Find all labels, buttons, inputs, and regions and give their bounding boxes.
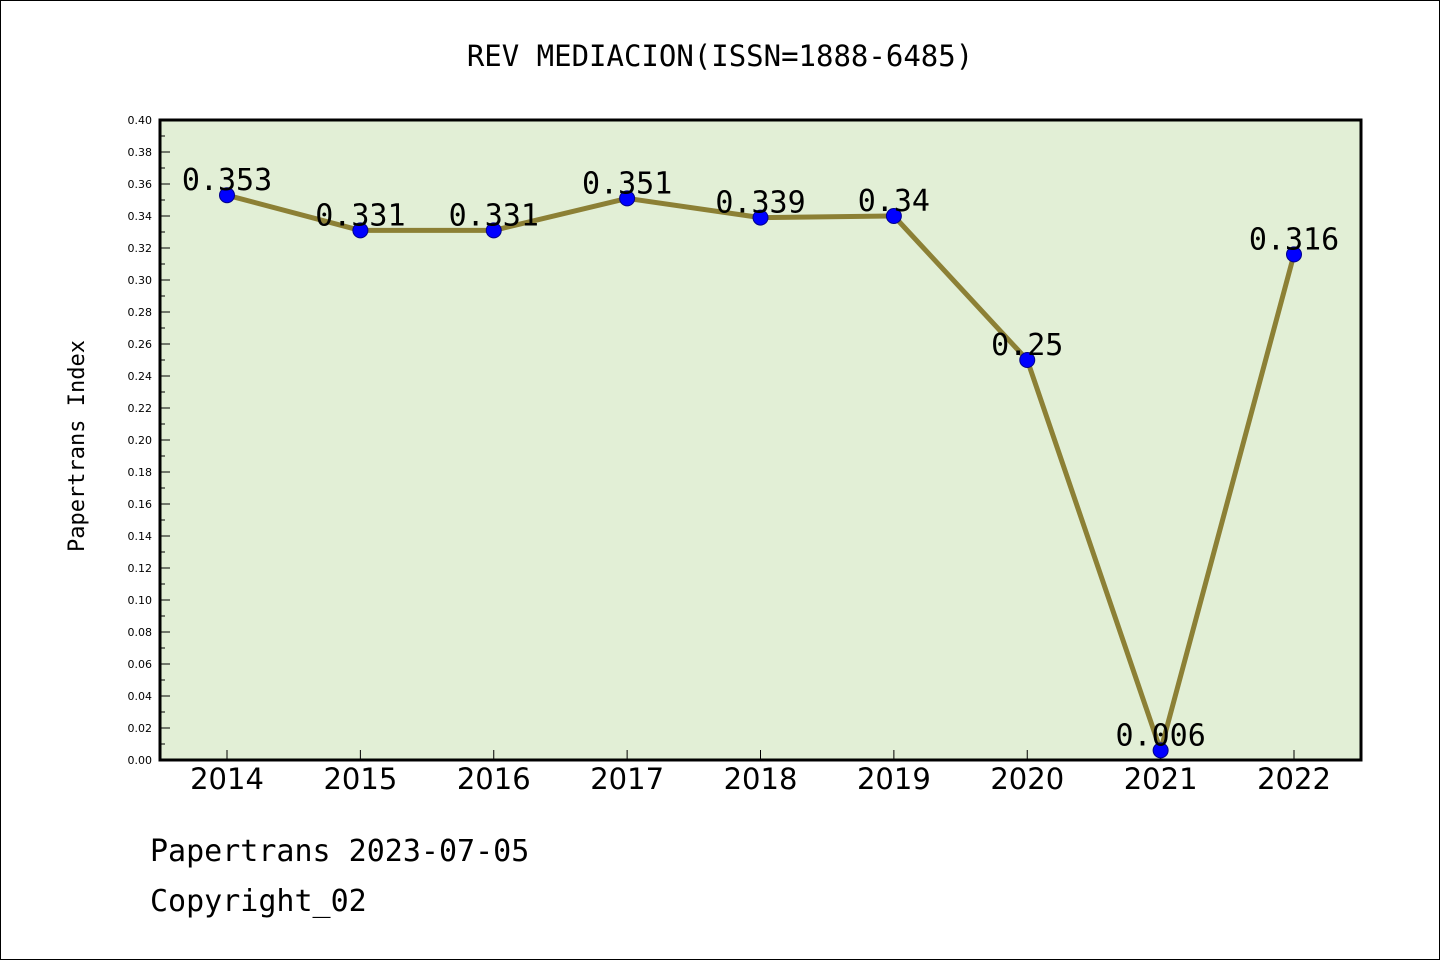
data-point	[752, 209, 769, 226]
y-tick-label: 0.28	[128, 306, 153, 319]
x-tick-label: 2017	[590, 762, 664, 796]
data-label: 0.006	[1115, 718, 1205, 753]
y-tick-label: 0.30	[128, 274, 153, 287]
y-tick-label: 0.18	[128, 466, 153, 479]
y-tick-label: 0.12	[128, 562, 153, 575]
y-tick-label: 0.16	[128, 498, 153, 511]
x-tick-label: 2020	[990, 762, 1064, 796]
y-tick-label: 0.04	[128, 690, 153, 703]
y-tick-label: 0.20	[128, 434, 153, 447]
x-tick-label: 2015	[323, 762, 397, 796]
data-point	[885, 208, 902, 224]
y-tick-label: 0.10	[128, 594, 153, 607]
plot-border	[158, 118, 1363, 762]
y-tick-label: 0.38	[128, 146, 153, 159]
data-point	[619, 190, 636, 207]
x-tick-label: 2018	[724, 762, 798, 796]
data-label: 0.351	[582, 166, 672, 201]
y-tick-label: 0.32	[128, 242, 153, 255]
y-tick-label: 0.06	[128, 658, 153, 671]
data-point	[485, 222, 502, 239]
plot-area: 0.00 0.02 0.04 0.06 0.08 0.10 0.12 0.14 0.16 0.18…	[128, 114, 1363, 796]
data-label: 0.34	[858, 184, 930, 219]
y-tick-label: 0.26	[128, 338, 153, 351]
x-tick-label: 2016	[457, 762, 531, 796]
data-point	[352, 222, 369, 239]
y-tick-label: 0.00	[128, 754, 153, 767]
data-point	[1019, 352, 1036, 368]
data-label: 0.25	[991, 328, 1063, 363]
data-point	[219, 187, 235, 204]
data-point	[1152, 742, 1169, 759]
y-tick-label: 0.36	[128, 178, 153, 191]
x-tick-label: 2014	[190, 762, 264, 796]
data-label: 0.353	[182, 163, 272, 198]
y-tick-label: 0.02	[128, 722, 153, 735]
y-tick-label: 0.08	[128, 626, 153, 639]
y-axis-label: Papertrans Index	[65, 340, 90, 552]
x-tick-label: 2021	[1124, 762, 1198, 796]
data-label: 0.331	[449, 198, 539, 233]
y-tick-label: 0.34	[128, 210, 153, 223]
footer-date: Papertrans 2023-07-05	[150, 834, 530, 869]
data-label: 0.331	[315, 198, 405, 233]
y-tick-label: 0.40	[128, 114, 153, 127]
chart-title: REV MEDIACION(ISSN=1888-6485)	[467, 39, 973, 73]
footer-copyright: Copyright_02	[150, 884, 367, 919]
y-tick-label: 0.24	[128, 370, 153, 383]
data-point	[1286, 246, 1302, 263]
y-tick-label: 0.14	[128, 530, 153, 543]
data-label: 0.339	[715, 186, 805, 221]
x-tick-label: 2022	[1257, 762, 1331, 796]
x-tick-label: 2019	[857, 762, 931, 796]
y-tick-label: 0.22	[128, 402, 153, 415]
data-label: 0.316	[1249, 222, 1339, 257]
